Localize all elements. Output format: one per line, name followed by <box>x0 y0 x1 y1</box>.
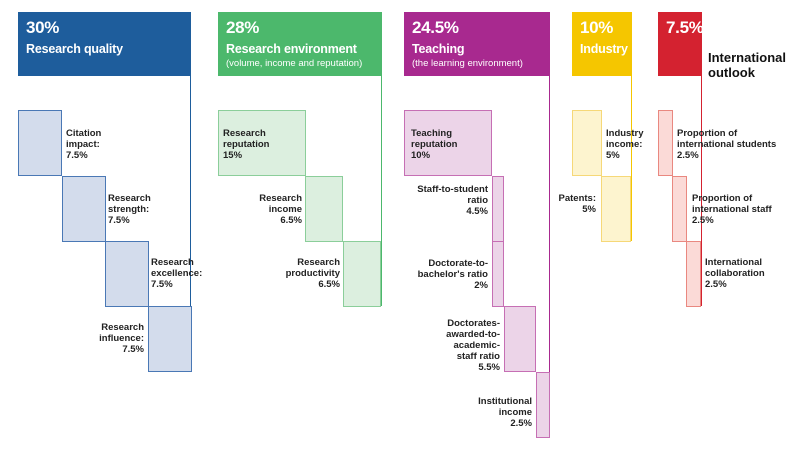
international-outlook-weight: 7.5% <box>666 18 704 37</box>
industry-guide <box>631 76 632 241</box>
research-quality-guide <box>190 76 191 372</box>
research-influence-label: Research influence: 7.5% <box>99 322 144 355</box>
international-collaboration-label: International collaboration 2.5% <box>705 257 765 290</box>
research-reputation-box <box>218 110 306 176</box>
research-environment-subtitle: (volume, income and reputation) <box>226 58 363 69</box>
citation-impact-label: Citation impact: 7.5% <box>66 128 102 161</box>
patents-label: Patents: 5% <box>558 193 596 215</box>
teaching-header: 24.5% Teaching (the learning environment… <box>404 12 550 76</box>
teaching-subtitle: (the learning environment) <box>412 58 523 69</box>
industry-income-box <box>572 110 602 176</box>
research-strength-label: Research strength: 7.5% <box>108 193 151 226</box>
teaching-guide <box>549 76 550 438</box>
international-outlook-title: International outlook <box>708 50 787 80</box>
industry-title: Industry <box>580 42 628 56</box>
international-staff-label: Proportion of international staff 2.5% <box>692 193 772 226</box>
research-quality-header: 30% Research quality <box>18 12 191 76</box>
research-environment-title: Research environment <box>226 42 357 56</box>
doctorate-to-bachelor-label: Doctorate-to-bachelor's ratio 2% <box>417 258 488 291</box>
industry-weight: 10% <box>580 18 614 37</box>
doctorate-to-bachelor-box <box>492 241 504 307</box>
teaching-weight: 24.5% <box>412 18 459 37</box>
staff-to-student-label: Staff-to-student ratio 4.5% <box>417 184 488 217</box>
research-productivity-label: Research productivity 6.5% <box>285 257 340 290</box>
teaching-reputation-label: Teaching reputation 10% <box>411 128 458 161</box>
research-environment-weight: 28% <box>226 18 260 37</box>
teaching-title: Teaching <box>412 42 465 56</box>
research-productivity-box <box>343 241 381 307</box>
research-income-label: Research income 6.5% <box>259 193 302 226</box>
doctorates-awarded-box <box>504 306 536 372</box>
citation-impact-box <box>18 110 62 176</box>
research-environment-header: 28% Research environment (volume, income… <box>218 12 382 76</box>
international-outlook-guide <box>701 76 702 306</box>
research-reputation-label: Research reputation 15% <box>223 128 270 161</box>
staff-to-student-box <box>492 176 504 242</box>
research-quality-weight: 30% <box>26 18 60 37</box>
institutional-income-box <box>536 372 550 438</box>
international-outlook-header: 7.5% <box>658 12 704 76</box>
patents-box <box>601 176 631 242</box>
industry-header: 10% Industry <box>572 12 632 76</box>
institutional-income-label: Institutional income 2.5% <box>478 396 532 429</box>
research-excellence-box <box>105 241 149 307</box>
research-influence-box <box>148 306 192 372</box>
research-income-box <box>305 176 343 242</box>
international-collaboration-box <box>686 241 701 307</box>
industry-income-label: Industry income: 5% <box>606 128 644 161</box>
research-excellence-label: Research excellence: 7.5% <box>151 257 203 290</box>
international-staff-box <box>672 176 687 242</box>
research-strength-box <box>62 176 106 242</box>
teaching-reputation-box <box>404 110 492 176</box>
international-students-label: Proportion of international students 2.5% <box>677 128 777 161</box>
research-environment-guide <box>381 76 382 306</box>
doctorates-awarded-label: Doctorates-awarded-to-academic-staff rat… <box>446 318 500 373</box>
research-quality-title: Research quality <box>26 42 123 56</box>
international-students-box <box>658 110 673 176</box>
